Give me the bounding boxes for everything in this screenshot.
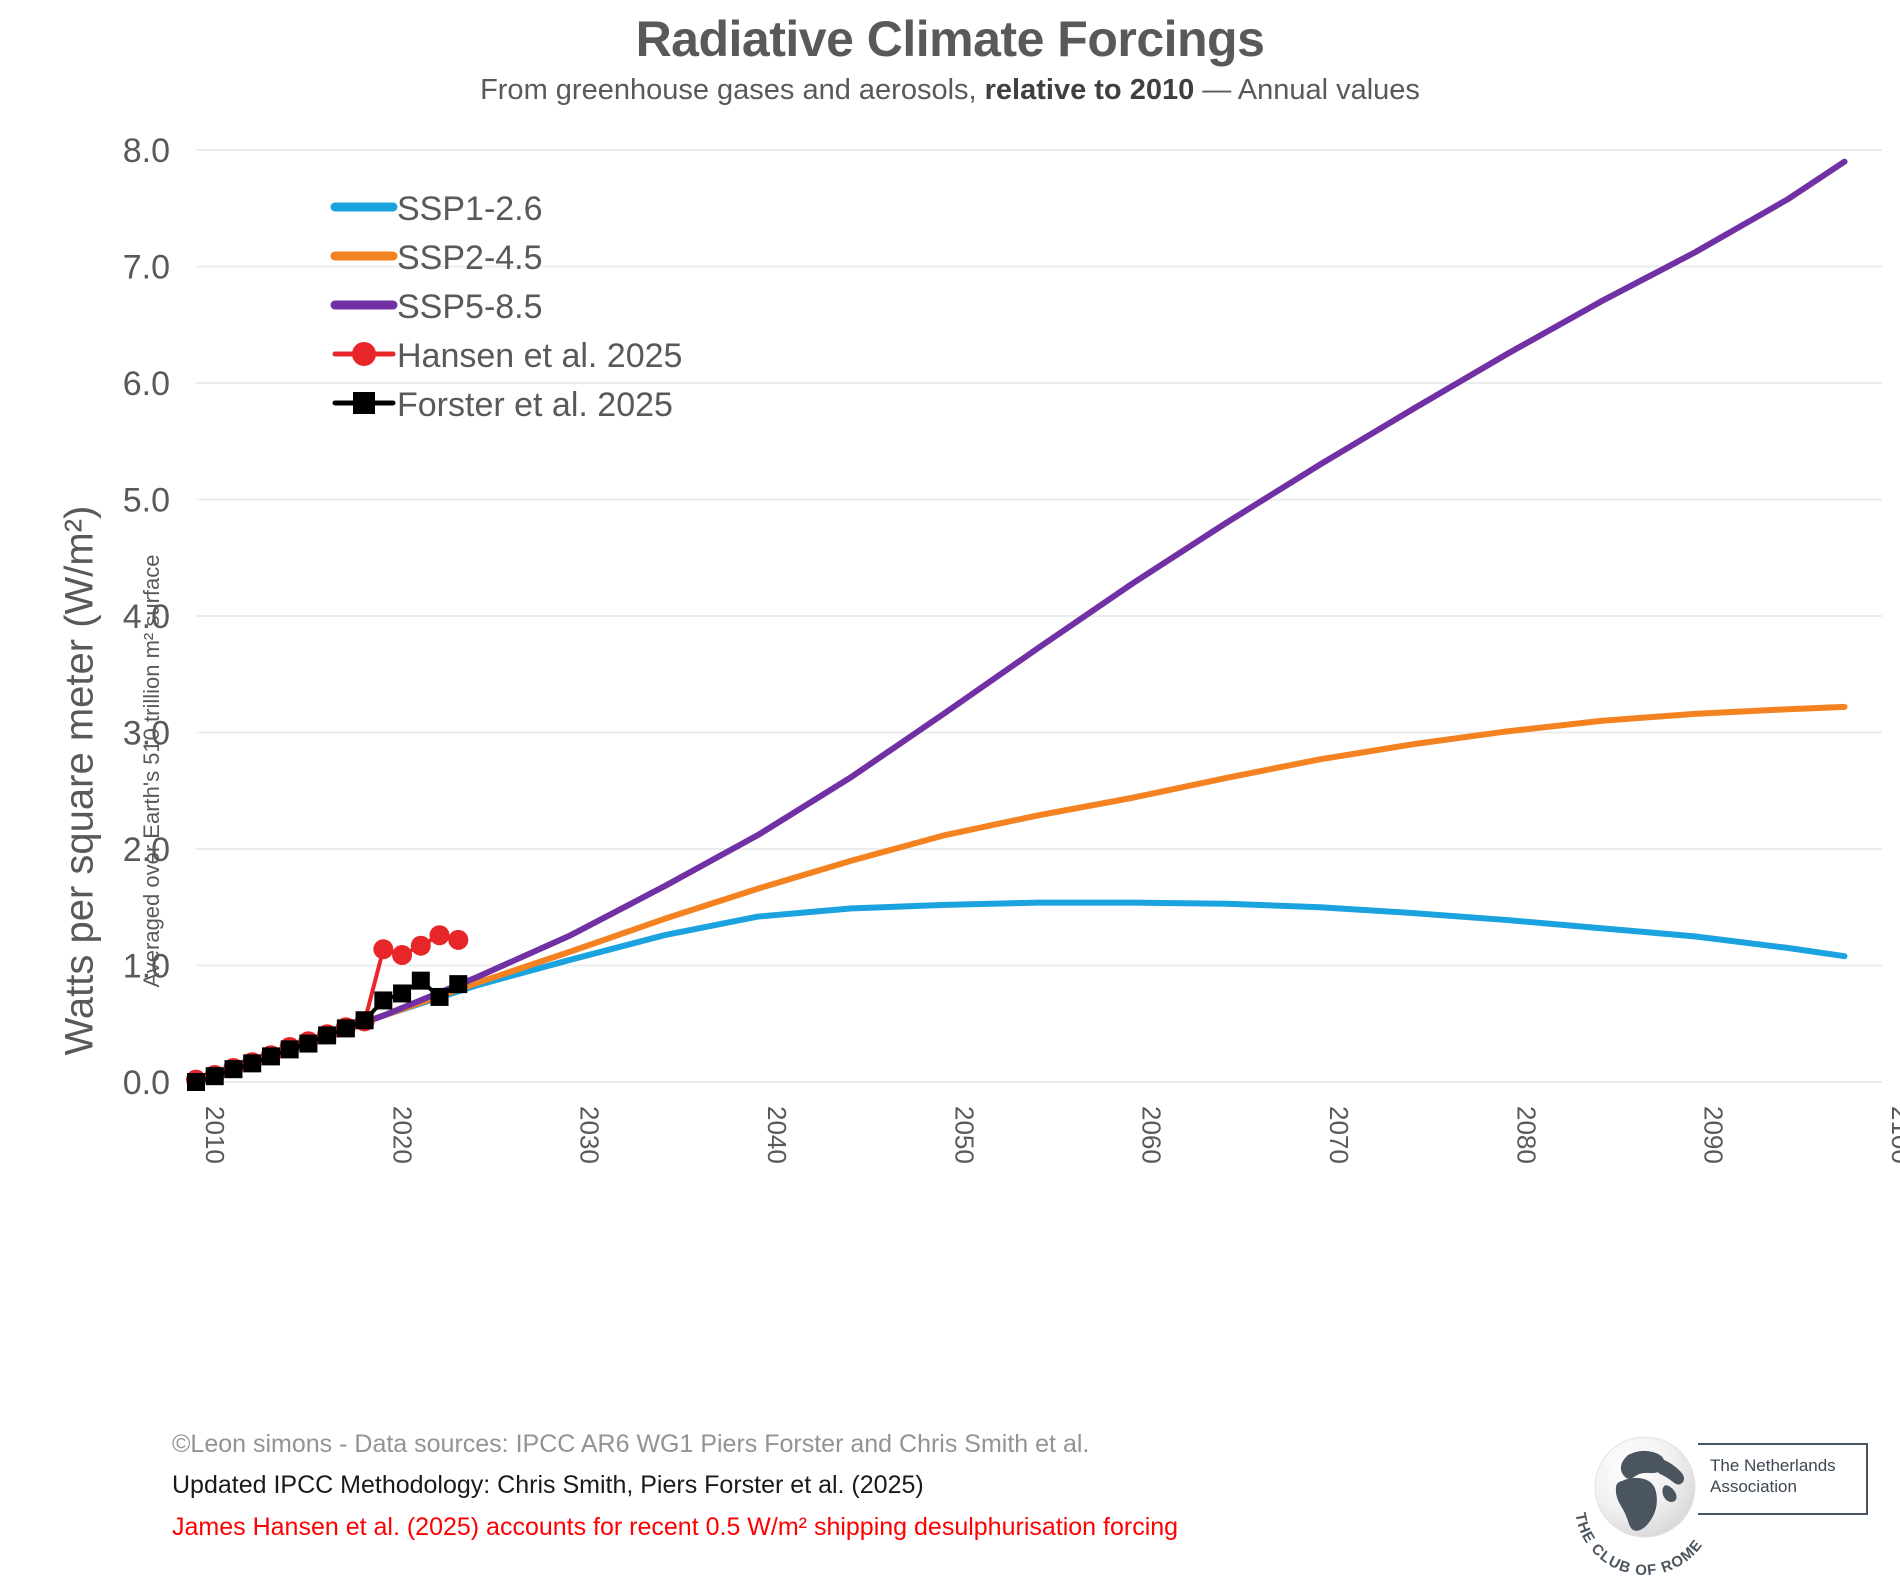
legend-marker [352,342,376,366]
logo-box-line2: Association [1710,1477,1797,1496]
data-point-marker [448,929,469,950]
data-point-marker [411,971,430,990]
page-subtitle: From greenhouse gases and aerosols, rela… [0,74,1900,107]
y-tick-label: 3.0 [123,715,170,753]
data-point-marker [243,1054,262,1073]
y-tick-labels: 0.0 1.0 2.0 3.0 4.0 5.0 6.0 7.0 8.0 [123,132,170,1102]
legend-marker [353,392,375,414]
subtitle-pre: From greenhouse gases and aerosols, [480,74,985,106]
y-tick-label: 8.0 [123,132,170,170]
data-point-marker [429,925,450,946]
globe-icon: THE CLUB OF ROME [1571,1436,1705,1575]
subtitle-emphasis: relative to 2010 [984,74,1195,106]
data-point-marker [449,975,468,994]
plot-area: 0.0 1.0 2.0 3.0 4.0 5.0 6.0 7.0 8.0 2010 2020 2030… [123,132,1900,1164]
x-tick-label: 2090 [1699,1106,1729,1164]
x-tick-label: 2050 [949,1106,979,1164]
data-point-marker [373,939,394,960]
data-point-marker [410,935,431,956]
subtitle-post: — Annual values [1194,74,1420,106]
netherlands-association-box: The Netherlands Association [1698,1443,1868,1515]
data-point-marker [393,984,412,1003]
data-point-marker [430,987,449,1006]
footer-hansen-line: James Hansen et al. (2025) accounts for … [172,1513,1179,1541]
data-point-marker [374,991,393,1010]
y-tick-label: 1.0 [123,948,170,986]
data-point-marker [224,1060,243,1079]
data-point-marker [336,1019,355,1038]
data-point-marker [205,1067,224,1086]
legend-label: Hansen et al. 2025 [397,337,682,375]
x-tick-label: 2010 [200,1106,230,1164]
y-tick-label: 6.0 [123,365,170,403]
data-point-marker [299,1034,318,1053]
footer-methodology-line: Updated IPCC Methodology: Chris Smith, P… [172,1471,924,1499]
gridlines [196,149,1882,1083]
x-tick-label: 2060 [1137,1106,1167,1164]
chart-legend: SSP1-2.6 SSP2-4.5 SSP5-8.5 Hansen et al. 20… [330,190,682,424]
series-line-hansen-et-al-2025 [194,933,461,1082]
legend-label: Forster et al. 2025 [397,386,673,424]
x-tick-label: 2030 [575,1106,605,1164]
club-of-rome-logo: THE CLUB OF ROME The Netherlands Associa… [1570,1425,1880,1585]
series-layer [186,158,1848,1091]
legend-label: SSP5-8.5 [397,288,543,326]
data-point-marker [280,1040,299,1059]
x-tick-label: 2100 [1886,1106,1900,1164]
legend-label: SSP2-4.5 [397,239,543,277]
netherlands-association-text: The Netherlands Association [1710,1455,1836,1497]
data-point-marker [261,1047,280,1066]
x-tick-label: 2020 [387,1106,417,1164]
y-tick-label: 7.0 [123,249,170,287]
series-line-ssp5-8-5 [193,158,1848,1085]
logo-box-line1: The Netherlands [1710,1456,1836,1475]
data-point-marker [318,1026,337,1045]
y-tick-label: 0.0 [123,1064,170,1102]
data-point-marker [355,1011,374,1030]
x-tick-label: 2070 [1324,1106,1354,1164]
x-tick-label: 2080 [1511,1106,1541,1164]
legend-label: SSP1-2.6 [397,190,543,228]
x-tick-labels: 2010 2020 2030 2040 2050 2060 2070 2080 2090 2100 [200,1106,1900,1164]
y-tick-label: 4.0 [123,598,170,636]
series-line-ssp2-4-5 [193,703,1848,1085]
y-tick-label: 2.0 [123,831,170,869]
data-point-marker [187,1073,205,1091]
y-tick-label: 5.0 [123,482,170,520]
data-point-marker [392,945,413,966]
x-tick-label: 2040 [762,1106,792,1164]
page-title: Radiative Climate Forcings [635,11,1265,67]
footer-credit-line: ©Leon simons - Data sources: IPCC AR6 WG… [172,1430,1090,1458]
